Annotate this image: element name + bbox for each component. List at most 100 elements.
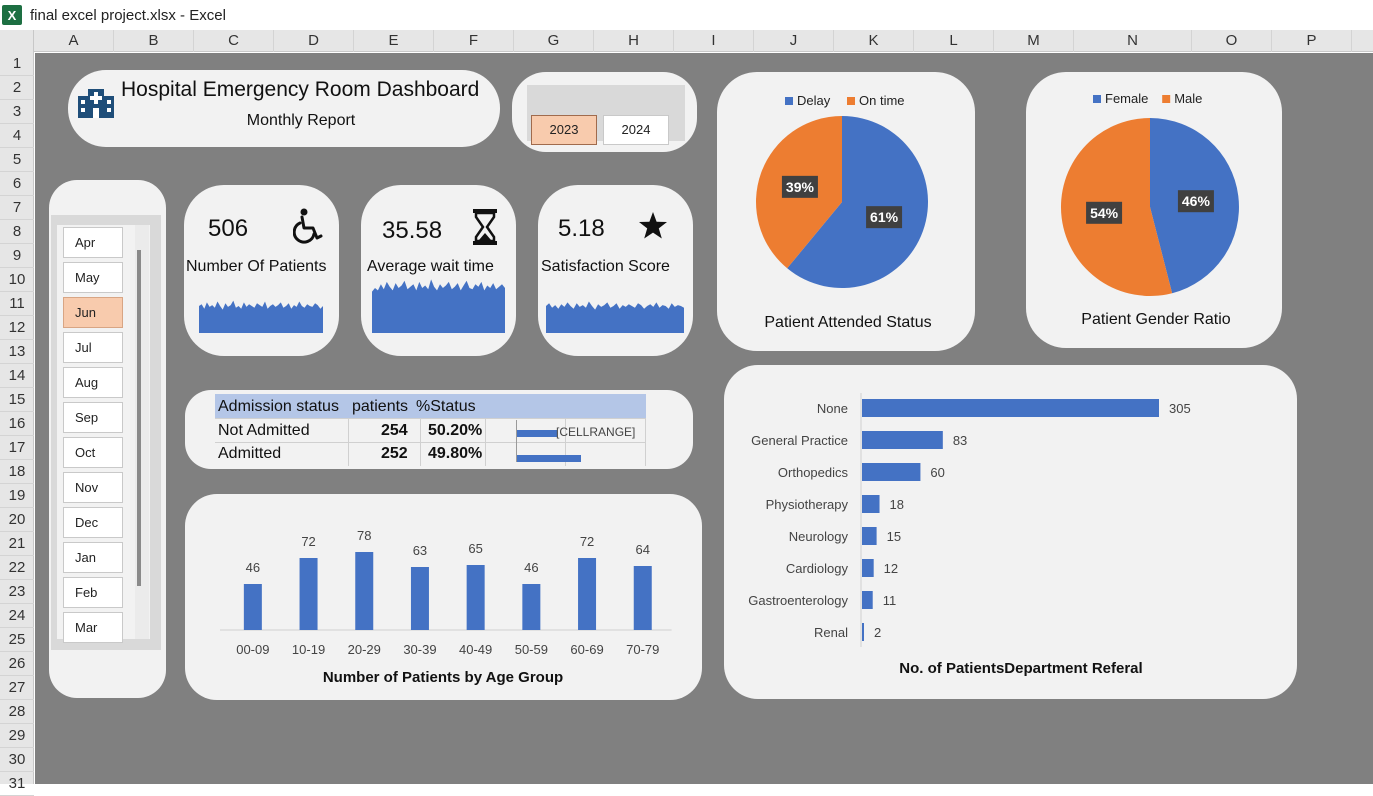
column-header[interactable]: M bbox=[994, 30, 1074, 52]
bar bbox=[355, 552, 374, 630]
select-all-corner[interactable] bbox=[0, 30, 34, 52]
month-slicer-scrollbar-thumb[interactable] bbox=[137, 250, 141, 586]
month-button-oct[interactable]: Oct bbox=[63, 437, 123, 468]
row-header[interactable]: 15 bbox=[0, 388, 34, 412]
month-button-may[interactable]: May bbox=[63, 262, 123, 293]
tick-label: 50-59 bbox=[515, 642, 548, 657]
data-label: 60 bbox=[930, 465, 944, 480]
row-header[interactable]: 9 bbox=[0, 244, 34, 268]
column-header[interactable]: F bbox=[434, 30, 514, 52]
column-header[interactable]: D bbox=[274, 30, 354, 52]
department-referral-chart: None 305 General Practice 83 Orthopedics 60 Ph… bbox=[748, 393, 1191, 677]
row-header[interactable]: 26 bbox=[0, 652, 34, 676]
column-header[interactable]: E bbox=[354, 30, 434, 52]
row-header[interactable]: 27 bbox=[0, 676, 34, 700]
admission-table-card: Admission status patients %Status Not Ad… bbox=[185, 390, 693, 469]
month-button-apr[interactable]: Apr bbox=[63, 227, 123, 258]
column-header[interactable]: O bbox=[1192, 30, 1272, 52]
kpi-value: 5.18 bbox=[558, 215, 605, 242]
row-header[interactable]: 14 bbox=[0, 364, 34, 388]
month-button-sep[interactable]: Sep bbox=[63, 402, 123, 433]
data-label: 15 bbox=[887, 529, 901, 544]
tick-label: 20-29 bbox=[348, 642, 381, 657]
row-header[interactable]: 23 bbox=[0, 580, 34, 604]
year-button-2023[interactable]: 2023 bbox=[531, 115, 597, 145]
bar bbox=[522, 584, 541, 630]
row-header[interactable]: 30 bbox=[0, 748, 34, 772]
data-label-box bbox=[781, 175, 818, 198]
month-button-mar[interactable]: Mar bbox=[63, 612, 123, 643]
row-header[interactable]: 22 bbox=[0, 556, 34, 580]
column-header[interactable]: K bbox=[834, 30, 914, 52]
bar bbox=[862, 527, 877, 545]
row-header[interactable]: 17 bbox=[0, 436, 34, 460]
row-header[interactable]: 7 bbox=[0, 196, 34, 220]
bar bbox=[862, 591, 873, 609]
admission-bar bbox=[517, 430, 557, 437]
bar bbox=[578, 558, 597, 630]
data-label: 72 bbox=[301, 534, 315, 549]
column-header[interactable]: A bbox=[34, 30, 114, 52]
column-header[interactable]: P bbox=[1272, 30, 1352, 52]
column-header[interactable]: J bbox=[754, 30, 834, 52]
row-header[interactable]: 12 bbox=[0, 316, 34, 340]
bar bbox=[633, 566, 652, 630]
column-header[interactable]: B bbox=[114, 30, 194, 52]
data-label: 46 bbox=[246, 560, 260, 575]
bar bbox=[862, 399, 1159, 417]
legend-label: Delay bbox=[797, 93, 831, 108]
sparkline-area bbox=[199, 300, 323, 333]
data-label: 54% bbox=[1090, 205, 1119, 221]
row-header[interactable]: 8 bbox=[0, 220, 34, 244]
tick-label: 40-49 bbox=[459, 642, 492, 657]
hospital-icon bbox=[78, 89, 114, 118]
row-header[interactable]: 2 bbox=[0, 76, 34, 100]
month-button-dec[interactable]: Dec bbox=[63, 507, 123, 538]
department-referral-chart-card: None 305 General Practice 83 Orthopedics 60 Ph… bbox=[724, 365, 1297, 699]
row-header[interactable]: 21 bbox=[0, 532, 34, 556]
table-header-pct: %Status bbox=[416, 398, 476, 415]
column-header[interactable]: L bbox=[914, 30, 994, 52]
column-header[interactable]: N bbox=[1074, 30, 1192, 52]
row-header[interactable]: 24 bbox=[0, 604, 34, 628]
row-header[interactable]: 20 bbox=[0, 508, 34, 532]
admission-bar bbox=[517, 455, 581, 462]
column-header[interactable]: H bbox=[594, 30, 674, 52]
row-header[interactable]: 31 bbox=[0, 772, 34, 796]
data-label: 39% bbox=[786, 179, 815, 195]
row-header[interactable]: 19 bbox=[0, 484, 34, 508]
row-header[interactable]: 16 bbox=[0, 412, 34, 436]
row-header[interactable]: 11 bbox=[0, 292, 34, 316]
column-header[interactable]: G bbox=[514, 30, 594, 52]
month-button-feb[interactable]: Feb bbox=[63, 577, 123, 608]
year-button-2024[interactable]: 2024 bbox=[603, 115, 669, 145]
legend-swatch bbox=[847, 97, 855, 105]
row-header[interactable]: 6 bbox=[0, 172, 34, 196]
column-header[interactable]: C bbox=[194, 30, 274, 52]
month-button-jun[interactable]: Jun bbox=[63, 297, 123, 328]
row-header[interactable]: 18 bbox=[0, 460, 34, 484]
column-header[interactable]: I bbox=[674, 30, 754, 52]
row-header[interactable]: 29 bbox=[0, 724, 34, 748]
sparkline-patients bbox=[199, 300, 323, 333]
row-header[interactable]: 25 bbox=[0, 628, 34, 652]
row-header[interactable]: 13 bbox=[0, 340, 34, 364]
row-header[interactable]: 28 bbox=[0, 700, 34, 724]
admission-table-header bbox=[215, 394, 646, 418]
month-button-aug[interactable]: Aug bbox=[63, 367, 123, 398]
row-header[interactable]: 10 bbox=[0, 268, 34, 292]
month-slicer: Apr May Jun Jul Aug Sep Oct Nov Dec Jan Feb Mar bbox=[49, 180, 166, 698]
month-button-jul[interactable]: Jul bbox=[63, 332, 123, 363]
tick-label: Renal bbox=[814, 625, 848, 640]
data-label: 305 bbox=[1169, 401, 1191, 416]
data-label: 65 bbox=[468, 541, 482, 556]
row-header[interactable]: 3 bbox=[0, 100, 34, 124]
month-button-jan[interactable]: Jan bbox=[63, 542, 123, 573]
row-header[interactable]: 4 bbox=[0, 124, 34, 148]
row-header[interactable]: 1 bbox=[0, 52, 34, 76]
attended-status-chart-card: Delay On time 61% 39% Patient Attended Statu… bbox=[717, 72, 975, 351]
row-header[interactable]: 5 bbox=[0, 148, 34, 172]
month-button-nov[interactable]: Nov bbox=[63, 472, 123, 503]
chart-title: Number of Patients by Age Group bbox=[323, 669, 563, 686]
